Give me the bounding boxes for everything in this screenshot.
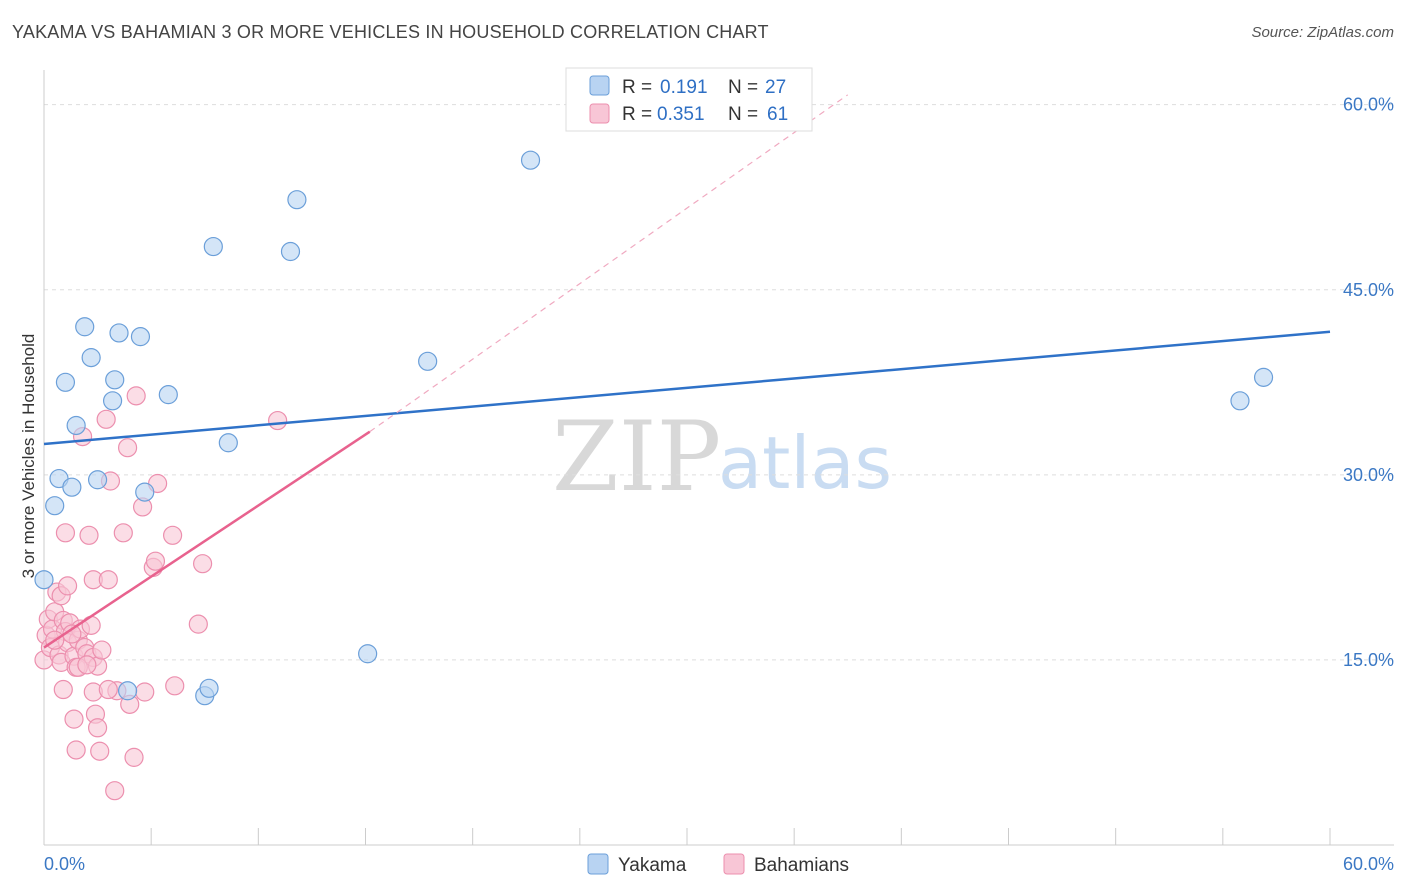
bahamian-point (113, 523, 133, 543)
bahamian-trend-line (43, 430, 371, 649)
yakama-point (280, 241, 301, 262)
yakama-points (34, 150, 1274, 706)
yakama-point (135, 482, 155, 502)
yakama-point (45, 496, 65, 516)
bahamian-point (98, 570, 118, 590)
yakama-point (34, 570, 54, 590)
bahamian-point (53, 679, 73, 700)
bahamian-point (90, 741, 110, 761)
bahamian-series-label: Bahamians (754, 855, 849, 876)
yakama-point (81, 348, 101, 368)
yakama-point (62, 477, 82, 497)
bahamian-point (79, 525, 99, 545)
x-ticks (43, 828, 1331, 845)
yakama-point (1230, 391, 1250, 411)
bahamian-point (163, 525, 183, 545)
yakama-legend-swatch (589, 75, 610, 96)
bahamian-trend-extension (369, 94, 849, 433)
yakama-series-label: Yakama (618, 855, 687, 876)
bahamian-point (145, 551, 166, 571)
bahamian-point (124, 747, 144, 767)
bahamian-point (126, 386, 146, 406)
x-tick-label-min: 0.0% (44, 854, 85, 874)
yakama-point (1253, 367, 1274, 387)
chart-title: YAKAMA VS BAHAMIAN 3 OR MORE VEHICLES IN… (12, 22, 769, 42)
bahamian-point (105, 781, 125, 801)
yakama-point (117, 681, 138, 701)
yakama-point (358, 644, 378, 664)
watermark-zip: ZIP (552, 401, 721, 513)
yakama-point (66, 415, 86, 436)
bahamian-point (55, 523, 76, 543)
y-tick-label: 15.0% (1343, 650, 1394, 670)
y-tick-labels: 15.0% 30.0% 45.0% 60.0% (1343, 95, 1394, 670)
yakama-point (102, 391, 123, 411)
yakama-n-value: 27 (765, 77, 786, 98)
bahamian-point (165, 676, 185, 696)
yakama-point (199, 678, 219, 698)
yakama-point (287, 190, 307, 210)
yakama-trend-line (43, 330, 1331, 446)
watermark: ZIP atlas (552, 401, 892, 513)
bahamian-n-label: N = (728, 104, 758, 125)
bahamian-n-value: 61 (767, 104, 788, 125)
yakama-n-label: N = (728, 77, 758, 98)
y-axis-label: 3 or more Vehicles in Household (19, 334, 38, 579)
bahamian-point (77, 655, 97, 675)
series-legend: Yakama Bahamians (587, 853, 849, 876)
watermark-atlas: atlas (718, 421, 892, 505)
yakama-point (105, 370, 125, 390)
bahamian-point (193, 554, 213, 574)
y-tick-label: 60.0% (1343, 95, 1394, 115)
yakama-point (55, 372, 76, 392)
yakama-point (203, 236, 223, 257)
x-tick-label-max: 60.0% (1343, 854, 1394, 874)
stats-legend: R = 0.191 N = 27 R = 0.351 N = 61 (565, 67, 813, 132)
bahamian-point (117, 438, 138, 458)
grid-lines (44, 104, 1394, 661)
axes (43, 70, 1394, 846)
yakama-series-swatch (587, 853, 609, 875)
bahamian-point (98, 679, 118, 700)
bahamian-point (87, 718, 108, 738)
yakama-r-label: R = (622, 77, 652, 98)
bahamian-r-label: R = (622, 104, 652, 125)
x-tick-labels: 0.0% 60.0% (44, 854, 1394, 874)
source-credit: Source: ZipAtlas.com (1251, 24, 1394, 41)
bahamian-point (135, 682, 155, 702)
bahamian-point (188, 614, 208, 634)
y-tick-label: 45.0% (1343, 280, 1394, 300)
bahamian-point (64, 709, 84, 729)
y-tick-label: 30.0% (1343, 465, 1394, 485)
yakama-point (158, 385, 178, 405)
bahamian-point (268, 410, 288, 431)
bahamian-r-value: 0.351 (657, 104, 705, 125)
bahamian-point (57, 576, 78, 596)
yakama-point (520, 150, 541, 170)
bahamian-point (66, 740, 86, 760)
yakama-point (87, 470, 108, 490)
bahamian-series-swatch (723, 853, 745, 875)
bahamian-point (92, 640, 112, 660)
yakama-r-value: 0.191 (660, 77, 708, 98)
yakama-point (418, 351, 438, 371)
trend-lines (43, 94, 1331, 649)
yakama-point (218, 433, 238, 453)
yakama-point (109, 323, 129, 343)
bahamian-legend-swatch (589, 103, 610, 124)
yakama-point (130, 327, 151, 347)
yakama-point (75, 317, 95, 337)
bahamian-points (34, 386, 288, 801)
bahamian-point (96, 409, 116, 429)
